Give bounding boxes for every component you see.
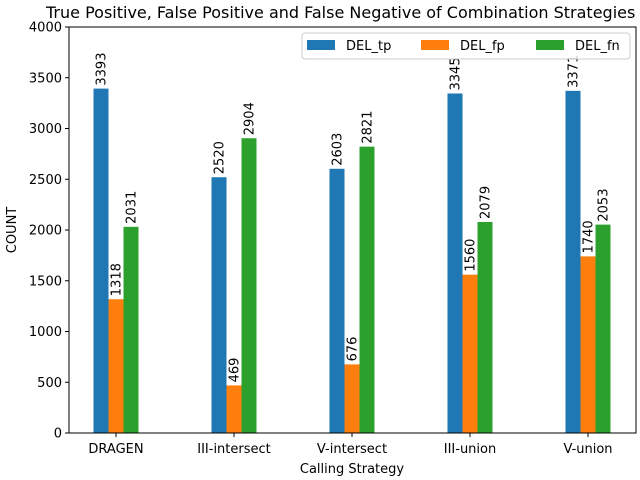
bar-DEL_tp xyxy=(93,88,109,433)
data-label: 3345 xyxy=(449,57,464,90)
bar-DEL_fp xyxy=(108,299,124,433)
legend: DEL_tp DEL_fp DEL_fn xyxy=(301,32,631,60)
bar-DEL_fp xyxy=(580,256,596,433)
x-tick-label: III-union xyxy=(444,442,496,457)
chart-title: True Positive, False Positive and False … xyxy=(45,3,635,22)
data-label: 2904 xyxy=(243,102,258,135)
data-label: 676 xyxy=(346,337,361,362)
data-label: 1318 xyxy=(110,263,125,296)
bar-DEL_tp xyxy=(447,93,463,434)
data-label: 1740 xyxy=(582,220,597,253)
legend-swatch xyxy=(307,40,335,50)
data-label: 2053 xyxy=(597,189,612,222)
bar-DEL_fn xyxy=(359,146,375,433)
x-axis-title: Calling Strategy xyxy=(300,462,405,477)
bar-DEL_fn xyxy=(241,138,257,433)
data-label: 2031 xyxy=(125,191,140,224)
legend-label: DEL_tp xyxy=(346,39,391,54)
bar-DEL_tp xyxy=(211,177,227,433)
data-label: 2079 xyxy=(479,186,494,219)
legend-swatch xyxy=(536,40,564,50)
data-label: 2821 xyxy=(361,111,376,144)
bar-DEL_fp xyxy=(462,274,478,433)
y-tick-label: 500 xyxy=(37,376,62,391)
bars-group xyxy=(93,88,611,434)
y-tick-label: 2500 xyxy=(29,173,62,188)
y-tick-label: 1000 xyxy=(29,325,62,340)
legend-label: DEL_fp xyxy=(460,39,505,54)
data-label: 469 xyxy=(228,358,243,383)
bar-DEL_tp xyxy=(565,90,581,433)
y-axis-title: COUNT xyxy=(5,207,20,254)
data-label: 1560 xyxy=(464,239,479,272)
y-tick-label: 3000 xyxy=(29,122,62,137)
data-label: 2603 xyxy=(331,133,346,166)
bar-DEL_tp xyxy=(329,168,345,433)
bar-DEL_fp xyxy=(344,364,360,433)
y-tick-label: 2000 xyxy=(29,224,62,239)
y-tick-label: 3500 xyxy=(29,71,62,86)
bar-DEL_fn xyxy=(477,221,493,433)
x-tick-label: V-union xyxy=(563,442,612,457)
legend-swatch xyxy=(421,40,449,50)
x-axis: DRAGEN III-intersect V-intersect III-union V… xyxy=(88,433,613,457)
x-tick-label: V-intersect xyxy=(317,442,387,457)
bar-DEL_fn xyxy=(123,226,139,433)
data-label: 3393 xyxy=(95,53,110,86)
bar-DEL_fn xyxy=(595,224,611,433)
y-tick-label: 4000 xyxy=(29,21,62,36)
bar-DEL_fp xyxy=(226,385,242,433)
legend-label: DEL_fn xyxy=(575,39,620,54)
y-tick-label: 1500 xyxy=(29,274,62,289)
data-label: 2520 xyxy=(213,141,228,174)
y-tick-label: 0 xyxy=(54,427,62,442)
x-tick-label: DRAGEN xyxy=(88,442,143,457)
data-label: 3371 xyxy=(567,55,582,88)
x-tick-label: III-intersect xyxy=(197,442,271,457)
y-axis: 0 500 1000 1500 2000 2500 3000 3500 4000 xyxy=(29,21,69,442)
legend-box xyxy=(301,32,631,60)
